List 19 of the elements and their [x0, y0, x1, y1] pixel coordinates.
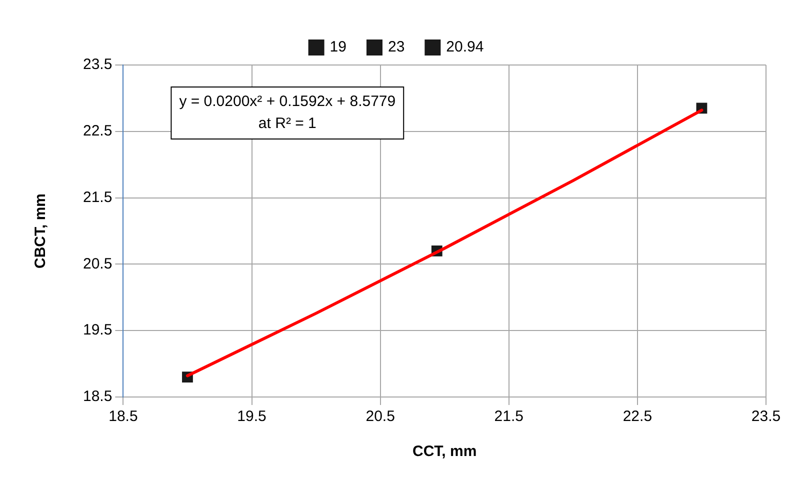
- x-tick-label: 23.5: [751, 408, 781, 426]
- y-tick-label: 18.5: [82, 388, 112, 406]
- legend-label: 23: [388, 38, 405, 56]
- legend-label: 19: [330, 38, 346, 56]
- y-tick-label: 20.5: [82, 255, 112, 272]
- x-tick-label: 19.5: [237, 408, 266, 426]
- annotation: at R² = 1: [258, 115, 316, 132]
- y-tick-label: 19.5: [82, 322, 112, 339]
- annotation: y = 0.0200x² + 0.1592x + 8.5779: [179, 93, 396, 110]
- y-tick-label: 21.5: [82, 188, 112, 206]
- x-tick-label: 18.5: [108, 408, 138, 426]
- y-tick-label: 23.5: [82, 56, 112, 74]
- x-tick-label: 22.5: [622, 408, 652, 426]
- x-tick-label: 20.5: [366, 408, 395, 426]
- x-axis-title: CCT, mm: [412, 443, 477, 460]
- y-tick-label: 22.5: [82, 122, 112, 140]
- y-axis-title: CBCT, mm: [32, 193, 50, 269]
- legend-label: 20.94: [446, 38, 484, 56]
- x-tick-label: 21.5: [494, 408, 524, 426]
